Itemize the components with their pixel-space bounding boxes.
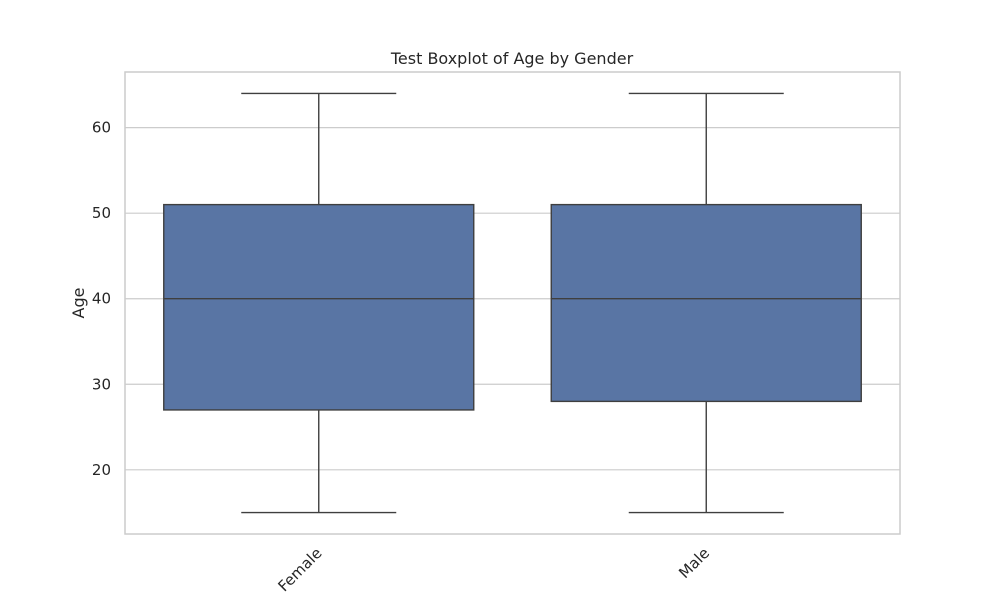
boxes [163, 92, 862, 514]
chart-title: Test Boxplot of Age by Gender [390, 49, 634, 68]
x-tick-label: Female [274, 544, 325, 595]
y-tick-label: 20 [92, 461, 111, 479]
iqr-box [163, 203, 475, 411]
iqr-box [550, 203, 862, 403]
y-tick-label: 50 [92, 204, 111, 222]
y-tick-label: 60 [92, 119, 111, 137]
y-tick-label: 30 [92, 375, 111, 393]
box-male [550, 92, 862, 514]
y-axis-ticks: 20 30 40 50 60 [92, 119, 111, 479]
x-axis-ticks: Female Male [274, 544, 713, 595]
box-female [163, 92, 475, 514]
y-axis-label: Age [69, 288, 88, 319]
y-tick-label: 40 [92, 290, 111, 308]
plot-frame [124, 71, 901, 535]
x-tick-label: Male [675, 544, 713, 582]
